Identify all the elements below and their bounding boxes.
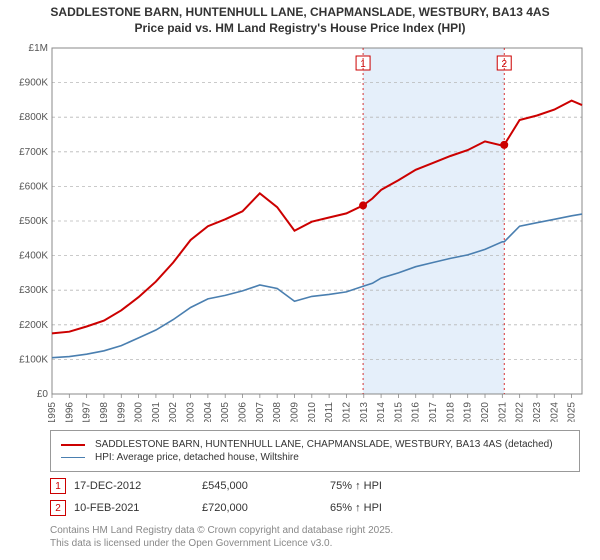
ytick-label: £100K (19, 355, 48, 366)
copyright-line-2: This data is licensed under the Open Gov… (50, 537, 590, 550)
xtick-label: 2006 (238, 402, 249, 422)
sale-delta: 75% ↑ HPI (330, 480, 450, 492)
chart-container: SADDLESTONE BARN, HUNTENHULL LANE, CHAPM… (0, 0, 600, 560)
sale-price: £720,000 (202, 502, 322, 514)
sale-row: 1 17-DEC-2012 £545,000 75% ↑ HPI (50, 478, 590, 494)
sale-row-marker: 2 (50, 500, 66, 516)
title-line-2: Price paid vs. HM Land Registry's House … (10, 21, 590, 37)
xtick-label: 1999 (116, 402, 127, 422)
xtick-label: 2007 (255, 402, 266, 422)
legend-box: SADDLESTONE BARN, HUNTENHULL LANE, CHAPM… (50, 430, 580, 472)
sale-date: 17-DEC-2012 (74, 480, 194, 492)
xtick-label: 1997 (82, 402, 93, 422)
chart-title: SADDLESTONE BARN, HUNTENHULL LANE, CHAPM… (10, 5, 590, 36)
xtick-label: 2019 (463, 402, 474, 422)
xtick-label: 1996 (64, 402, 75, 422)
ytick-label: £900K (19, 78, 48, 89)
xtick-label: 2011 (324, 402, 335, 422)
xtick-label: 2025 (567, 402, 578, 422)
copyright: Contains HM Land Registry data © Crown c… (50, 524, 590, 550)
legend-label: SADDLESTONE BARN, HUNTENHULL LANE, CHAPM… (95, 439, 553, 450)
copyright-line-1: Contains HM Land Registry data © Crown c… (50, 524, 590, 537)
ytick-label: £700K (19, 147, 48, 158)
xtick-label: 2010 (307, 402, 318, 422)
xtick-label: 2020 (480, 402, 491, 422)
ytick-label: £300K (19, 285, 48, 296)
xtick-label: 2018 (445, 402, 456, 422)
sale-delta: 65% ↑ HPI (330, 502, 450, 514)
sale-row: 2 10-FEB-2021 £720,000 65% ↑ HPI (50, 500, 590, 516)
xtick-label: 2014 (376, 402, 387, 422)
legend-label: HPI: Average price, detached house, Wilt… (95, 452, 299, 463)
ytick-label: £500K (19, 216, 48, 227)
ytick-label: £200K (19, 320, 48, 331)
xtick-label: 2022 (515, 402, 526, 422)
ytick-label: £0 (37, 389, 49, 400)
ytick-label: £600K (19, 182, 48, 193)
sales-block: 1 17-DEC-2012 £545,000 75% ↑ HPI 2 10-FEB-202… (10, 478, 590, 516)
legend-row: HPI: Average price, detached house, Wilt… (61, 452, 569, 463)
ytick-label: £800K (19, 112, 48, 123)
xtick-label: 2000 (134, 402, 145, 422)
legend-swatch (61, 457, 85, 459)
plot-svg: £0 £100K £200K £300K £400K £500K £600K £700K £80… (10, 42, 590, 422)
legend-swatch (61, 444, 85, 446)
xtick-label: 2008 (272, 402, 283, 422)
xtick-label: 2012 (341, 402, 352, 422)
sale-price: £545,000 (202, 480, 322, 492)
xtick-label: 2013 (359, 402, 370, 422)
chart-area: £0 £100K £200K £300K £400K £500K £600K £700K £80… (10, 42, 590, 422)
xtick-label: 2015 (393, 402, 404, 422)
xtick-label: 2004 (203, 402, 214, 422)
xtick-label: 2024 (549, 402, 560, 422)
xtick-label: 2005 (220, 402, 231, 422)
xtick-label: 2009 (289, 402, 300, 422)
xtick-label: 1995 (47, 402, 58, 422)
xtick-label: 2001 (151, 402, 162, 422)
xtick-label: 2017 (428, 402, 439, 422)
title-line-1: SADDLESTONE BARN, HUNTENHULL LANE, CHAPM… (10, 5, 590, 21)
ytick-label: £1M (29, 43, 48, 54)
ytick-label: £400K (19, 251, 48, 262)
xtick-label: 2023 (532, 402, 543, 422)
xtick-label: 2021 (497, 402, 508, 422)
sale-date: 10-FEB-2021 (74, 502, 194, 514)
xtick-label: 2003 (186, 402, 197, 422)
xtick-label: 2002 (168, 402, 179, 422)
xtick-label: 1998 (99, 402, 110, 422)
sale-row-marker: 1 (50, 478, 66, 494)
xtick-label: 2016 (411, 402, 422, 422)
legend-row: SADDLESTONE BARN, HUNTENHULL LANE, CHAPM… (61, 439, 569, 450)
